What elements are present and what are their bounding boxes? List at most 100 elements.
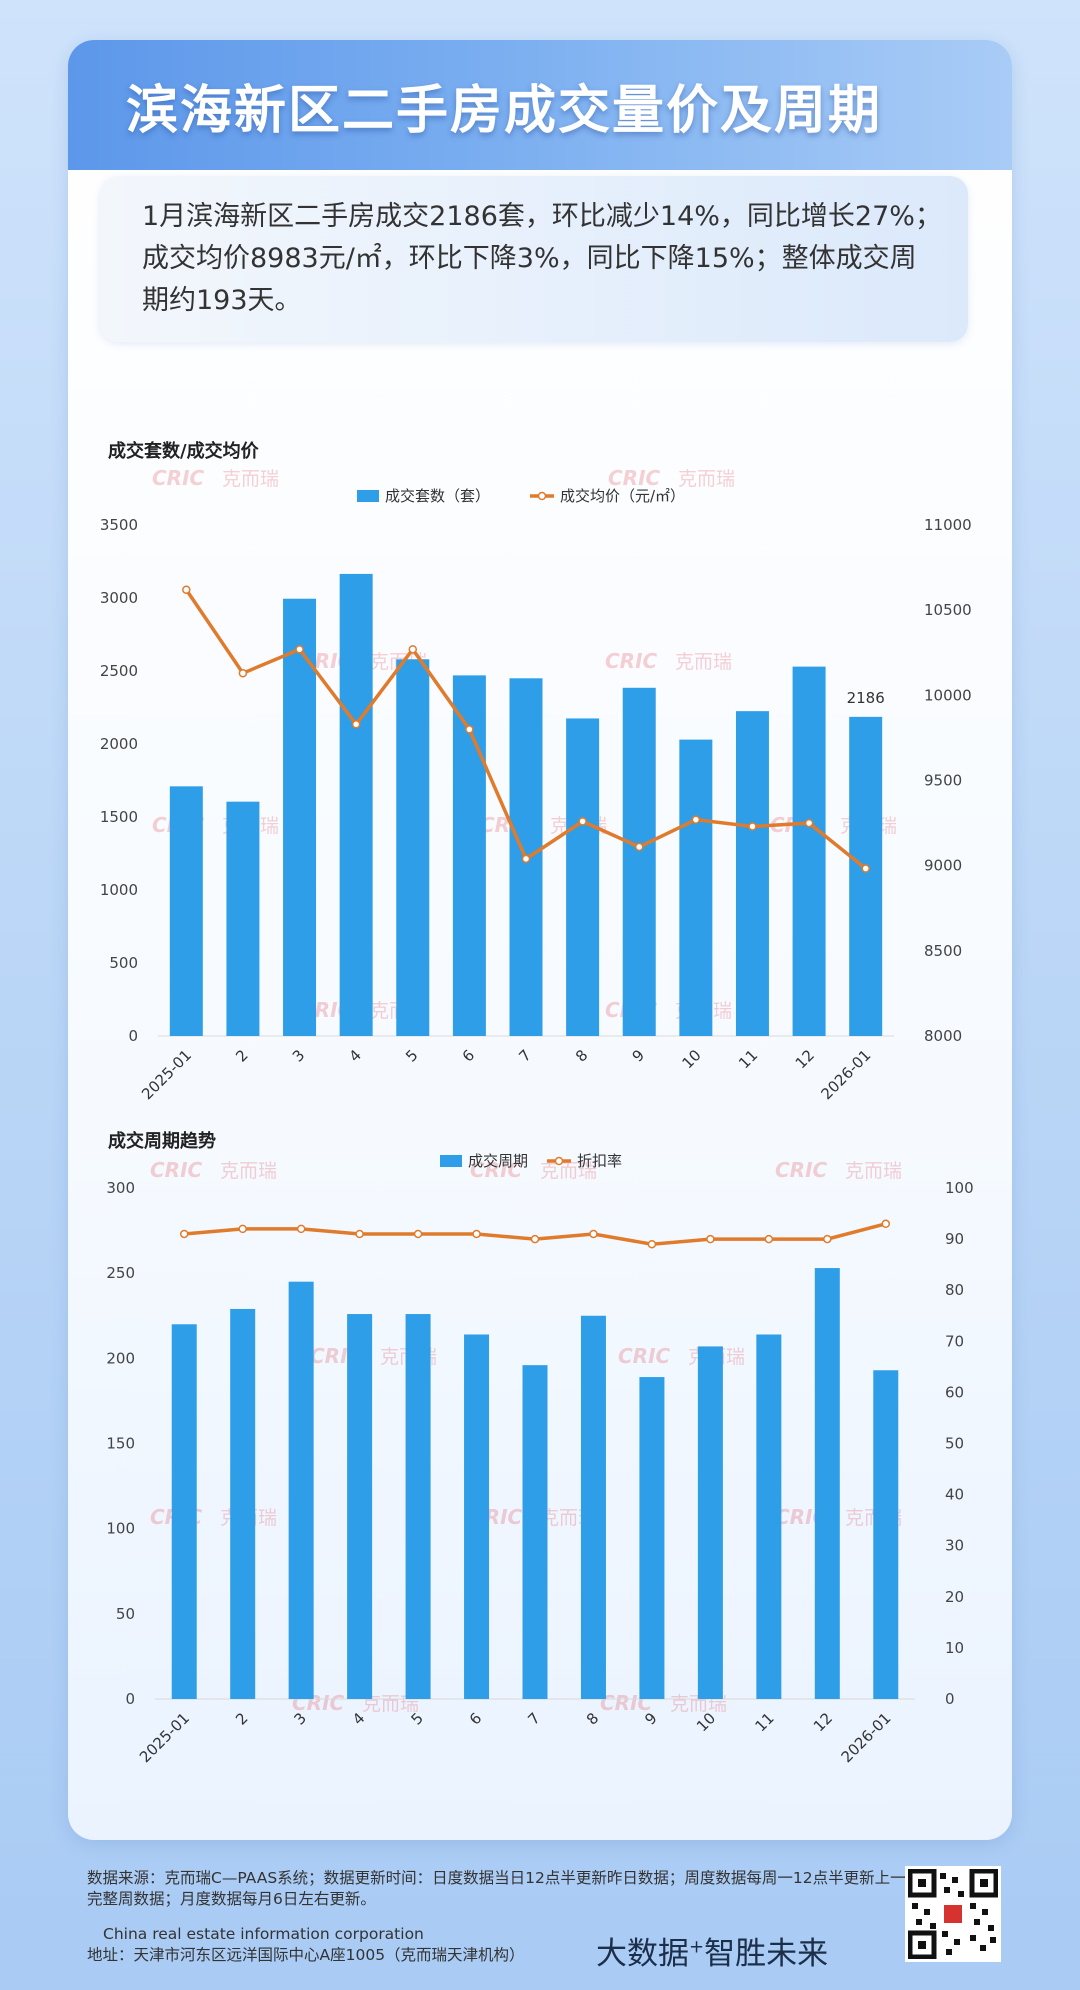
watermark: CRIC 克而瑞: [152, 466, 279, 490]
legend: 成交套数（套） 成交均价（元/㎡）: [357, 487, 685, 505]
watermark: CRIC 克而瑞: [775, 1158, 902, 1182]
legend: 成交周期 折扣率: [440, 1152, 622, 1170]
y-right-tick-label: 30: [945, 1537, 964, 1555]
y-right-tick-label: 10: [945, 1639, 964, 1657]
watermark-brand: CRIC: [618, 1344, 671, 1368]
slogan-main: 大数据: [596, 1936, 689, 1972]
watermark-brand-cn: 克而瑞: [678, 468, 735, 490]
watermark-brand: CRIC: [775, 1158, 828, 1182]
summary-text: 1月滨海新区二手房成交2186套，环比减少14%，同比增长27%；成交均价898…: [142, 201, 942, 316]
line-point: [296, 1224, 306, 1234]
line-point: [238, 668, 248, 678]
line-point: [647, 1239, 657, 1249]
qr-code: [905, 1866, 1001, 1962]
watermark-brand-cn: 克而瑞: [220, 1160, 277, 1182]
line-point: [634, 842, 644, 852]
y-left-tick-label: 300: [106, 1179, 135, 1197]
line-point: [589, 1229, 598, 1239]
line-point: [465, 725, 474, 734]
y-left-tick-label: 0: [125, 1690, 135, 1708]
x-tick-label: 11: [751, 1709, 777, 1735]
bar-data-label: 2186: [847, 689, 885, 707]
y-right-tick-label: 20: [945, 1588, 964, 1606]
line-point: [413, 1229, 423, 1239]
legend-line-label: 成交均价（元/㎡）: [560, 487, 685, 505]
line-point: [355, 1229, 364, 1239]
line-point: [823, 1234, 832, 1244]
bar: [405, 1314, 431, 1699]
y-left-tick-label: 200: [106, 1349, 135, 1367]
y-left-tick-label: 0: [128, 1027, 138, 1045]
slogan: 大数据+智胜未来: [596, 1928, 828, 1973]
y-right-tick-label: 60: [945, 1383, 964, 1401]
bar: [339, 573, 373, 1036]
y-left-tick-label: 100: [106, 1520, 135, 1538]
page-title: 滨海新区二手房成交量价及周期: [126, 81, 883, 141]
y-right-tick-label: 80: [945, 1281, 964, 1299]
y-left-tick-label: 3500: [100, 516, 138, 534]
bar: [679, 739, 713, 1036]
y-right-tick-label: 10000: [924, 686, 972, 704]
watermark-brand: CRIC: [150, 1158, 203, 1182]
y-left-tick-label: 150: [106, 1435, 135, 1453]
bar: [171, 1324, 197, 1699]
bar: [792, 666, 826, 1036]
y-right-tick-label: 40: [945, 1486, 964, 1504]
y-right-tick-label: 8500: [924, 942, 962, 960]
bar: [452, 675, 486, 1036]
watermark-brand-cn: 克而瑞: [222, 468, 279, 490]
watermark-brand-cn: 克而瑞: [845, 1160, 902, 1182]
bar: [580, 1315, 606, 1699]
line-point: [691, 815, 701, 824]
bar: [756, 1334, 782, 1699]
line-point: [764, 1234, 774, 1244]
line-point: [179, 1229, 189, 1239]
watermark-brand: CRIC: [608, 466, 661, 490]
chart1-title: 成交套数/成交均价: [108, 441, 259, 462]
line-point: [238, 1224, 247, 1234]
x-tick-label: 2026-01: [838, 1709, 895, 1766]
watermark-brand-cn: 克而瑞: [675, 651, 732, 673]
line-point: [530, 1234, 540, 1244]
x-tick-label: 2025-01: [136, 1709, 193, 1766]
line-point: [706, 1234, 715, 1244]
bar: [396, 659, 430, 1036]
legend-bar-swatch: [440, 1155, 462, 1167]
watermark-brand: CRIC: [470, 1158, 523, 1182]
y-left-tick-label: 1500: [100, 808, 138, 826]
bar: [522, 1365, 548, 1699]
y-right-tick-label: 9500: [924, 772, 962, 790]
bar: [849, 716, 883, 1036]
line-point: [748, 822, 757, 831]
y-right-tick-label: 9000: [924, 857, 962, 875]
bar: [639, 1377, 665, 1699]
legend-bar-label: 成交周期: [468, 1152, 528, 1170]
bar: [566, 718, 600, 1036]
line-point: [521, 854, 531, 864]
y-left-tick-label: 250: [106, 1264, 135, 1282]
legend-bar-label: 成交套数（套）: [385, 487, 490, 505]
line-point: [578, 817, 587, 826]
bar: [283, 598, 317, 1036]
bar: [169, 786, 203, 1036]
bar: [735, 711, 769, 1036]
legend-bar-swatch: [357, 490, 379, 502]
y-left-tick-label: 2500: [100, 662, 138, 680]
y-right-tick-label: 50: [945, 1435, 964, 1453]
chart2-title: 成交周期趋势: [108, 1131, 216, 1152]
line-point: [804, 818, 814, 828]
y-left-tick-label: 50: [116, 1605, 135, 1623]
bar: [288, 1281, 314, 1699]
slogan-tail: 智胜未来: [704, 1936, 829, 1972]
x-tick-label: 12: [810, 1709, 836, 1735]
summary-box: 1月滨海新区二手房成交2186套，环比减少14%，同比增长27%；成交均价898…: [100, 176, 968, 342]
line-point: [351, 720, 361, 729]
y-right-tick-label: 90: [945, 1230, 964, 1248]
watermark-brand: CRIC: [152, 466, 205, 490]
line-point: [472, 1229, 481, 1239]
x-tick-label: 6: [466, 1709, 485, 1728]
bar: [697, 1346, 723, 1699]
